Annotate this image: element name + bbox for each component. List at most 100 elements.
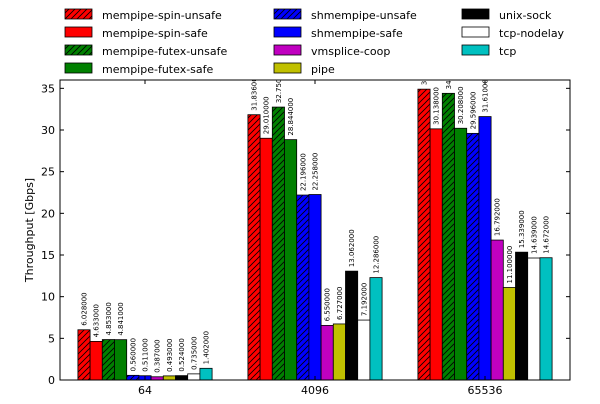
bar-tcp-nodelay-65536 (527, 257, 541, 380)
data-label: 6.550000 (324, 288, 332, 321)
bar-tcp-65536 (539, 257, 553, 380)
legend-swatch (273, 26, 302, 38)
legend-item-tcp-nodelay: tcp-nodelay (461, 26, 565, 40)
legend-item-mempipe-futex-safe: mempipe-futex-safe (64, 62, 214, 76)
data-label: 4.841000 (117, 302, 125, 335)
legend-label: vmsplice-coop (311, 45, 390, 58)
bar-pipe-4096 (332, 323, 346, 380)
y-axis-label: Throughput [Gbps] (23, 178, 36, 283)
data-label: 7.192000 (360, 283, 368, 316)
bar-mempipe-futex-safe-64 (114, 339, 128, 380)
bar-tcp-nodelay-4096 (357, 319, 371, 380)
legend-swatch (461, 8, 490, 20)
data-label: 14.672000 (543, 216, 551, 254)
legend-swatch-hatch (65, 45, 92, 55)
x-tick-label: 64 (138, 384, 152, 397)
legend-label: pipe (311, 63, 335, 76)
legend-swatch (64, 26, 93, 38)
data-label: 34.900000 (421, 47, 429, 85)
bar-mempipe-spin-safe-4096 (259, 137, 273, 380)
legend-item-vmsplice-coop: vmsplice-coop (273, 44, 390, 58)
bar-hatch (466, 133, 479, 380)
bar-vmsplice-coop-65536 (490, 239, 504, 380)
y-tick-label: 0 (48, 374, 55, 387)
data-label: 1.402000 (203, 331, 211, 364)
legend-item-tcp: tcp (461, 44, 516, 58)
y-tick-label: 15 (41, 249, 55, 262)
legend-label: shmempipe-safe (311, 27, 403, 40)
legend: mempipe-spin-unsafe mempipe-spin-safe memp… (64, 8, 565, 76)
bar-unix-sock-64 (175, 375, 189, 380)
data-label: 15.339000 (518, 210, 526, 248)
y-tick-label: 25 (41, 166, 55, 179)
bar-pipe-64 (162, 375, 176, 380)
legend-swatch (273, 44, 302, 56)
data-label: 0.493000 (166, 338, 174, 371)
data-label: 29.010000 (263, 96, 271, 134)
legend-item-mempipe-spin-unsafe: mempipe-spin-unsafe (64, 8, 222, 22)
data-label: 32.750000 (275, 65, 283, 103)
legend-item-mempipe-futex-unsafe: mempipe-futex-unsafe (64, 44, 227, 58)
data-label: 30.208000 (457, 86, 465, 124)
legend-label: tcp-nodelay (499, 27, 565, 40)
legend-item-shmempipe-safe: shmempipe-safe (273, 26, 403, 40)
y-tick-label: 5 (48, 332, 55, 345)
data-label: 31.836000 (251, 73, 259, 111)
x-tick-label: 4096 (301, 384, 329, 397)
data-label: 13.062000 (348, 229, 356, 267)
bar-tcp-4096 (369, 277, 383, 380)
y-tick-label: 20 (41, 207, 55, 220)
bar-hatch (77, 329, 91, 380)
legend-swatch (461, 26, 490, 38)
bar-pipe-65536 (502, 287, 516, 380)
y-tick-label: 10 (41, 291, 55, 304)
legend-item-mempipe-spin-safe: mempipe-spin-safe (64, 26, 208, 40)
legend-label: mempipe-futex-safe (102, 63, 214, 76)
bar-hatch (442, 93, 455, 380)
legend-label: mempipe-spin-safe (102, 27, 208, 40)
legend-swatch-hatch (65, 9, 92, 19)
x-tick-label: 65536 (468, 384, 503, 397)
bar-shmempipe-safe-4096 (308, 194, 322, 380)
data-label: 30.138000 (433, 87, 441, 125)
bar-shmempipe-safe-65536 (478, 116, 492, 380)
bar-unix-sock-4096 (345, 270, 359, 380)
bar-hatch (247, 114, 261, 380)
data-label: 28.844000 (287, 98, 295, 136)
data-label: 0.560000 (129, 338, 137, 371)
bar-tcp-nodelay-64 (187, 373, 201, 380)
data-label: 0.387000 (154, 339, 162, 372)
bar-hatch (272, 107, 285, 380)
axes: 0 5 10 15 20 25 30 35 64 4096 65536 (41, 80, 570, 397)
bar-mempipe-futex-safe-4096 (284, 139, 298, 380)
data-label: 12.286000 (373, 236, 381, 274)
bar-mempipe-spin-safe-64 (89, 340, 103, 380)
data-label: 16.792000 (494, 198, 502, 236)
legend-item-pipe: pipe (273, 62, 335, 76)
data-labels: 6.028000 31.836000 34.900000 4.633000 29.010… (81, 47, 551, 373)
legend-label: mempipe-spin-unsafe (102, 9, 222, 22)
legend-label: shmempipe-unsafe (311, 9, 417, 22)
data-label: 22.258000 (312, 153, 320, 191)
legend-swatch-hatch (274, 9, 301, 19)
data-label: 0.524000 (178, 338, 186, 371)
data-label: 11.100000 (506, 246, 514, 284)
bar-mempipe-futex-safe-65536 (454, 127, 468, 380)
data-label: 34.400000 (445, 51, 453, 89)
data-label: 29.596000 (469, 92, 477, 130)
bar-mempipe-spin-safe-65536 (429, 128, 443, 380)
legend-swatch (461, 44, 490, 56)
data-label: 14.639000 (530, 216, 538, 254)
y-tick-label: 30 (41, 124, 55, 137)
data-label: 0.511000 (142, 338, 150, 371)
data-label: 22.196000 (299, 153, 307, 191)
data-label: 6.028000 (81, 292, 89, 325)
bar-hatch (102, 339, 115, 380)
legend-swatch (273, 62, 302, 74)
legend-item-shmempipe-unsafe: shmempipe-unsafe (273, 8, 417, 22)
data-label: 0.735000 (190, 336, 198, 369)
bar-vmsplice-coop-4096 (320, 325, 334, 380)
data-label: 4.633000 (93, 304, 101, 337)
bar-hatch (126, 375, 139, 380)
